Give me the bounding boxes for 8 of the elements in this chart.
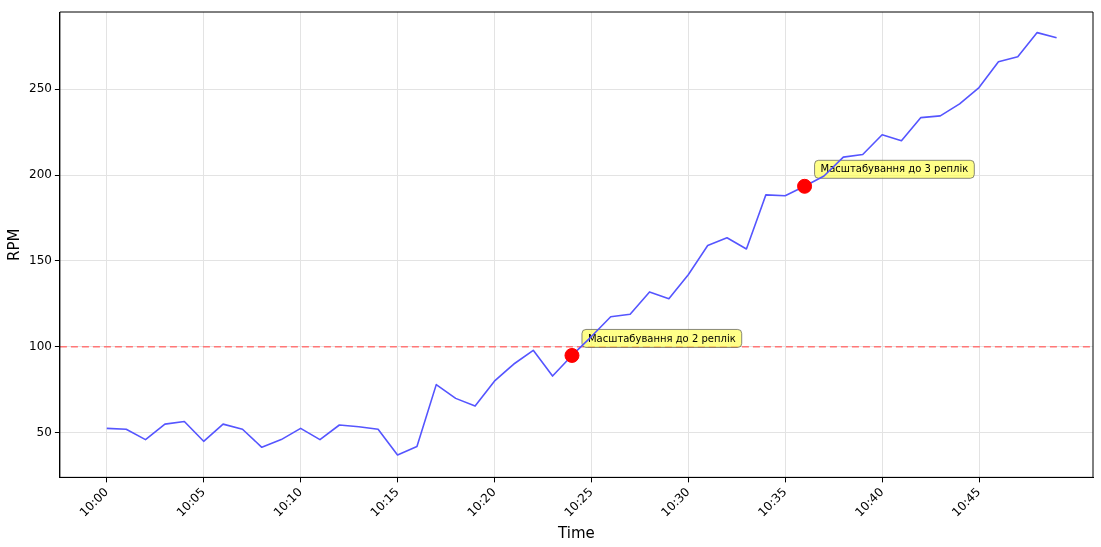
annotation: Масштабування до 2 реплік xyxy=(587,332,736,344)
y-tick-label: 200 xyxy=(29,167,52,182)
y-tick-label: 150 xyxy=(29,253,52,268)
y-tick-label: 250 xyxy=(29,81,52,96)
x-axis-title: Time xyxy=(557,523,595,542)
y-axis-title: RPM xyxy=(4,228,23,261)
y-tick-label: 100 xyxy=(29,338,52,353)
y-tick-label: 50 xyxy=(36,424,52,439)
